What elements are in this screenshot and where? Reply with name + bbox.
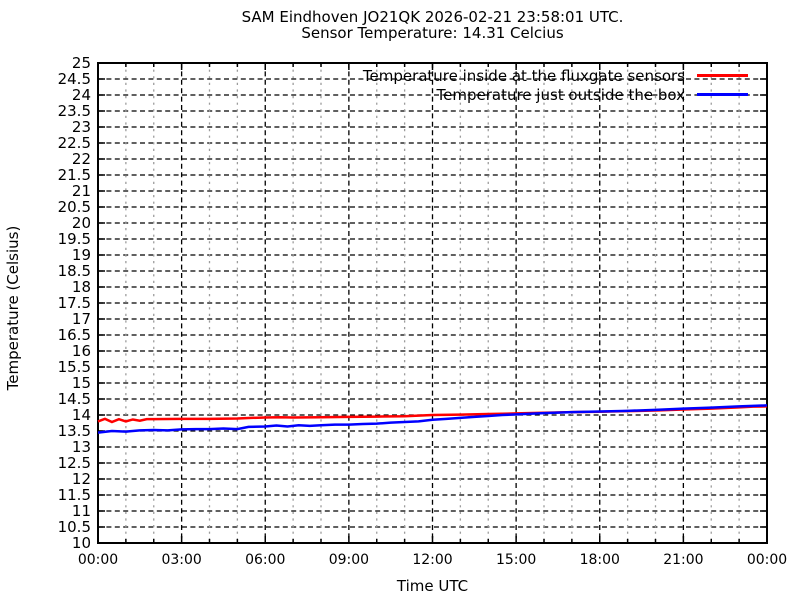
- y-tick-label: 13.5: [57, 422, 91, 440]
- y-tick-label: 25: [71, 54, 91, 72]
- y-tick-label: 14: [71, 406, 91, 424]
- y-tick-label: 21.5: [57, 166, 91, 184]
- y-tick-label: 24: [71, 86, 91, 104]
- y-tick-label: 15: [71, 374, 91, 392]
- y-tick-label: 11: [71, 502, 91, 520]
- x-tick-label: 18:00: [579, 552, 620, 568]
- y-tick-label: 18.5: [57, 262, 91, 280]
- legend-line-sample-red: [697, 74, 748, 77]
- y-tick-label: 19.5: [57, 230, 91, 248]
- plot-border: [97, 62, 768, 544]
- legend-line-sample-blue: [697, 93, 748, 96]
- y-tick-label: 24.5: [57, 70, 91, 88]
- x-tick-label: 21:00: [663, 552, 704, 568]
- x-tick-label: 12:00: [412, 552, 453, 568]
- series-line-outside: [97, 404, 768, 434]
- y-tick-label: 10: [71, 534, 91, 552]
- legend-label-outside: Temperature just outside the box: [436, 85, 686, 104]
- y-tick-label: 17: [71, 310, 91, 328]
- y-tick-label: 20: [71, 214, 91, 232]
- x-tick-label: 00:00: [746, 552, 788, 568]
- y-tick-label: 23.5: [57, 102, 91, 120]
- x-tick-label: 15:00: [495, 552, 537, 568]
- chart-title: SAM Eindhoven JO21QK 2026-02-21 23:58:01…: [241, 8, 624, 26]
- y-tick-label: 10.5: [57, 518, 91, 536]
- legend-item-inside: Temperature inside at the fluxgate senso…: [363, 66, 748, 85]
- y-tick-label: 16.5: [57, 326, 91, 344]
- y-tick-label: 22: [71, 150, 91, 168]
- y-tick-label: 14.5: [57, 390, 91, 408]
- y-tick-label: 21: [71, 182, 91, 200]
- y-tick-label: 12: [71, 470, 91, 488]
- y-tick-label: 19: [71, 246, 91, 264]
- x-tick-label: 06:00: [245, 552, 286, 568]
- y-tick-label: 13: [71, 438, 91, 456]
- legend-label-inside: Temperature inside at the fluxgate senso…: [362, 66, 685, 85]
- y-tick-label: 22.5: [57, 134, 91, 152]
- x-axis-title: Time UTC: [396, 577, 469, 595]
- y-tick-label: 11.5: [57, 486, 91, 504]
- x-tick-label: 00:00: [77, 552, 119, 568]
- y-tick-label: 23: [71, 118, 91, 136]
- y-tick-label: 18: [71, 278, 91, 296]
- y-tick-label: 17.5: [57, 294, 91, 312]
- legend: Temperature inside at the fluxgate senso…: [363, 66, 748, 104]
- y-tick-label: 16: [71, 342, 91, 360]
- chart-subtitle: Sensor Temperature: 14.31 Celcius: [301, 24, 564, 42]
- x-tick-label: 03:00: [161, 552, 202, 568]
- y-tick-label: 12.5: [57, 454, 91, 472]
- x-tick-label: 09:00: [328, 552, 370, 568]
- legend-item-outside: Temperature just outside the box: [436, 85, 748, 104]
- y-tick-label: 15.5: [57, 358, 91, 376]
- y-tick-label: 20.5: [57, 198, 91, 216]
